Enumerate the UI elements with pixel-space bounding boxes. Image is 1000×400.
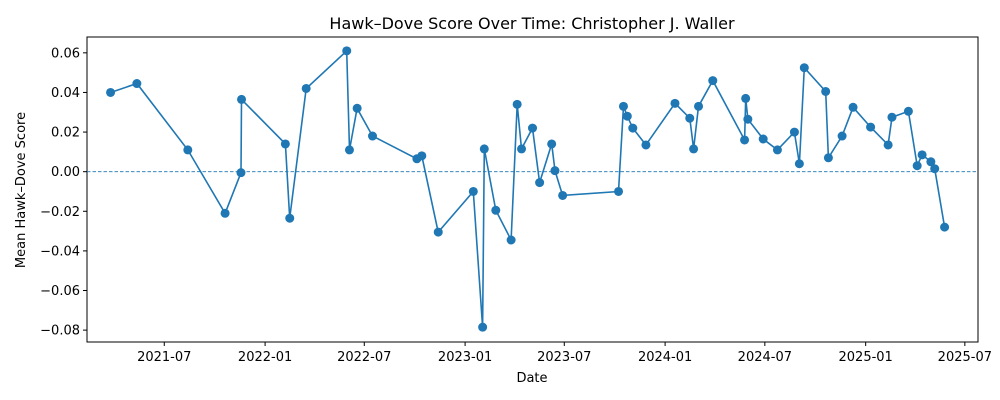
data-point — [622, 111, 632, 121]
data-point — [887, 112, 897, 122]
data-point — [618, 101, 628, 111]
y-tick-label: −0.06 — [40, 284, 80, 299]
data-point — [468, 186, 478, 196]
data-point — [528, 123, 537, 133]
data-point — [917, 150, 927, 160]
data-point — [237, 94, 247, 104]
y-tick-label: 0.06 — [51, 46, 80, 61]
data-point — [628, 123, 638, 133]
x-axis: 2021-07 2022-01 2022-07 2023-01 2023-07 2024-… — [137, 342, 992, 365]
x-tick-label: 2022-07 — [337, 350, 391, 365]
data-point — [512, 99, 522, 109]
data-point — [558, 190, 568, 200]
y-tick-label: 0.04 — [51, 86, 80, 101]
data-point — [670, 98, 680, 108]
data-point — [301, 83, 311, 93]
data-point — [352, 103, 362, 113]
x-tick-label: 2025-07 — [938, 350, 992, 365]
data-point — [848, 102, 858, 112]
y-tick-label: 0.02 — [51, 126, 80, 141]
data-point — [417, 151, 427, 161]
y-axis: −0.08 −0.06 −0.04 −0.02 0.00 0.02 0.04 0.06 — [40, 46, 87, 339]
y-tick-label: −0.04 — [40, 244, 80, 259]
data-point — [694, 101, 704, 111]
y-tick-label: −0.08 — [40, 324, 80, 339]
data-point — [344, 145, 354, 155]
chart-title: Hawk–Dove Score Over Time: Christopher J… — [329, 14, 735, 33]
data-point — [506, 235, 516, 245]
data-point — [940, 222, 950, 232]
data-point — [132, 79, 142, 89]
y-tick-label: 0.00 — [51, 165, 80, 180]
y-tick-label: −0.02 — [40, 205, 80, 220]
data-point — [433, 227, 443, 237]
data-point — [550, 166, 560, 176]
data-point — [479, 144, 489, 154]
data-point — [837, 131, 847, 141]
data-point — [758, 134, 768, 144]
data-point — [285, 213, 295, 223]
x-tick-label: 2023-07 — [537, 350, 591, 365]
data-point — [478, 322, 488, 332]
x-tick-label: 2024-07 — [738, 350, 792, 365]
data-point — [866, 122, 876, 132]
data-point — [743, 114, 753, 124]
data-point — [883, 140, 893, 150]
x-tick-label: 2025-01 — [839, 350, 893, 365]
data-point — [772, 145, 782, 155]
series-line — [110, 49, 946, 328]
data-point — [535, 178, 545, 188]
data-point — [342, 46, 352, 56]
data-point — [708, 76, 718, 86]
plot-area — [86, 36, 979, 343]
data-point — [794, 159, 804, 169]
data-point — [685, 113, 695, 123]
y-axis-label: Mean Hawk–Dove Score — [14, 112, 29, 268]
data-point — [926, 157, 936, 167]
data-point — [903, 106, 913, 116]
data-point — [547, 139, 557, 149]
x-tick-label: 2022-01 — [238, 350, 292, 365]
data-point — [280, 139, 290, 149]
data-point — [823, 153, 833, 163]
data-point — [641, 140, 651, 150]
data-point — [912, 161, 922, 171]
x-tick-label: 2023-01 — [438, 350, 492, 365]
series-points — [106, 46, 950, 332]
data-point — [740, 135, 750, 145]
data-point — [614, 186, 624, 196]
data-point — [491, 205, 501, 215]
x-tick-label: 2024-01 — [638, 350, 692, 365]
data-point — [517, 144, 527, 154]
x-axis-label: Date — [516, 371, 547, 386]
data-point — [789, 127, 799, 137]
data-point — [220, 208, 230, 218]
data-point — [741, 93, 751, 103]
x-tick-label: 2021-07 — [137, 350, 191, 365]
data-point — [821, 86, 831, 96]
data-point — [367, 131, 377, 141]
data-point — [183, 145, 193, 155]
data-point — [106, 87, 116, 97]
data-point — [236, 168, 246, 178]
data-point — [689, 144, 699, 154]
data-point — [930, 164, 940, 174]
data-point — [799, 63, 809, 73]
